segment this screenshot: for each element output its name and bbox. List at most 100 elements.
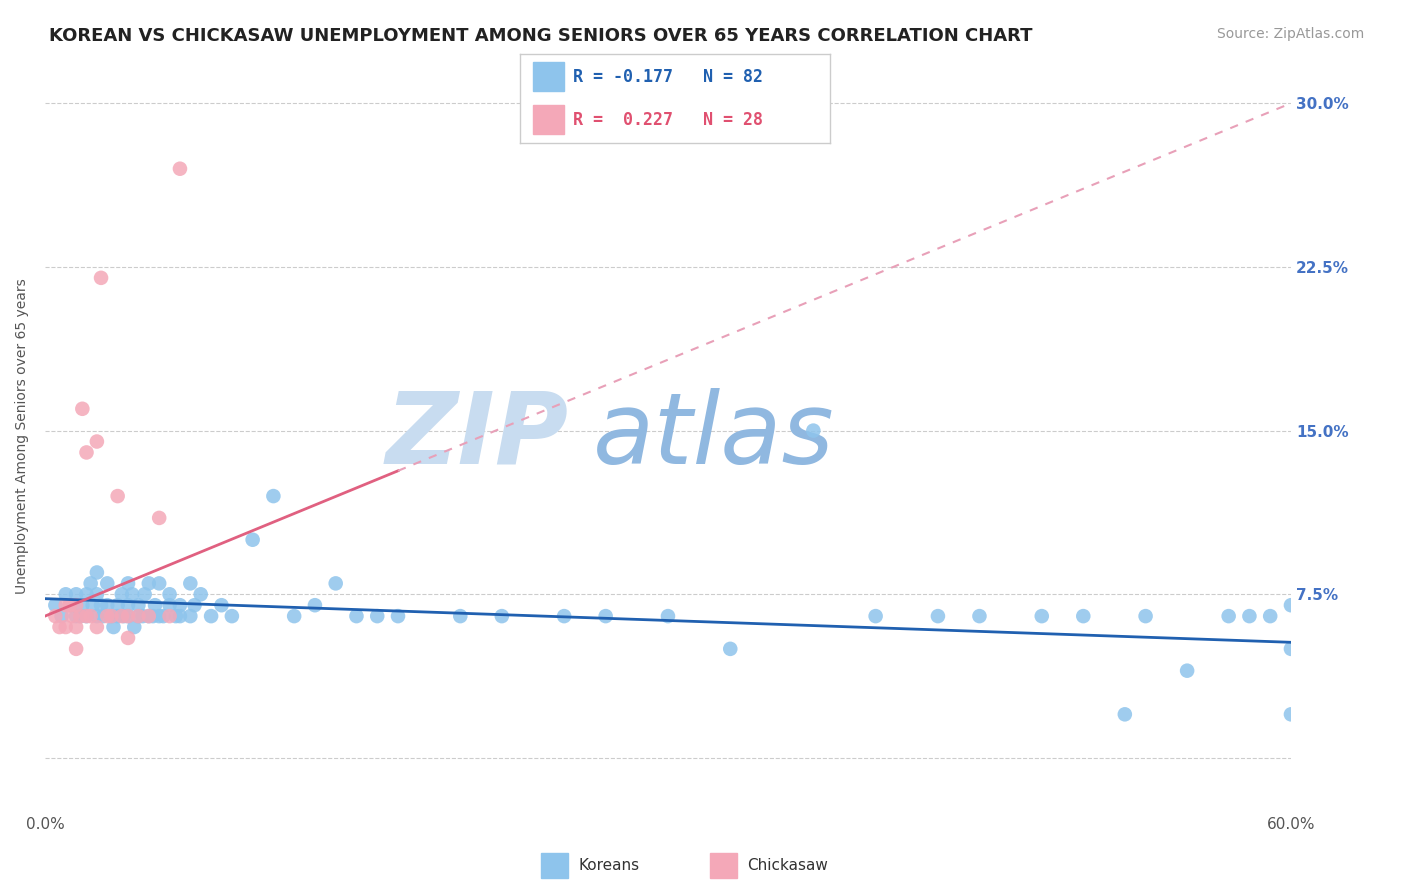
Point	[86, 434, 108, 449]
Point	[107, 489, 129, 503]
Point	[44, 609, 66, 624]
Point	[159, 609, 181, 624]
Point	[148, 609, 170, 624]
Point	[51, 609, 73, 624]
Point	[1071, 609, 1094, 624]
Text: atlas: atlas	[593, 387, 835, 484]
Point	[148, 511, 170, 525]
Point	[1031, 609, 1053, 624]
Point	[76, 587, 98, 601]
Point	[159, 598, 181, 612]
Point	[152, 609, 174, 624]
Point	[91, 609, 114, 624]
Point	[82, 598, 104, 612]
Point	[96, 598, 118, 612]
Point	[169, 161, 191, 176]
Point	[657, 609, 679, 624]
Point	[76, 609, 98, 624]
Point	[117, 598, 139, 612]
Point	[76, 445, 98, 459]
Point	[1279, 598, 1302, 612]
Point	[79, 576, 101, 591]
Point	[200, 609, 222, 624]
Point	[169, 609, 191, 624]
Point	[1175, 664, 1198, 678]
Point	[242, 533, 264, 547]
Point	[107, 598, 129, 612]
Point	[86, 566, 108, 580]
Point	[90, 270, 112, 285]
Point	[44, 598, 66, 612]
Point	[111, 609, 134, 624]
Point	[801, 424, 824, 438]
Point	[76, 609, 98, 624]
Point	[449, 609, 471, 624]
Point	[1258, 609, 1281, 624]
Point	[138, 609, 160, 624]
Point	[325, 576, 347, 591]
Text: Source: ZipAtlas.com: Source: ZipAtlas.com	[1216, 27, 1364, 41]
Bar	[710, 853, 737, 878]
Point	[138, 609, 160, 624]
Point	[366, 609, 388, 624]
Point	[304, 598, 326, 612]
Point	[221, 609, 243, 624]
Point	[165, 609, 187, 624]
Point	[69, 609, 91, 624]
Point	[107, 609, 129, 624]
Point	[718, 641, 741, 656]
Text: ZIP: ZIP	[385, 387, 568, 484]
Point	[69, 609, 91, 624]
Point	[169, 598, 191, 612]
Point	[127, 609, 149, 624]
Point	[117, 609, 139, 624]
Point	[86, 620, 108, 634]
Point	[86, 609, 108, 624]
Point	[55, 598, 77, 612]
Point	[121, 587, 143, 601]
Point	[1135, 609, 1157, 624]
Point	[179, 609, 201, 624]
Point	[283, 609, 305, 624]
Text: Chickasaw: Chickasaw	[747, 858, 828, 872]
Point	[59, 598, 82, 612]
Point	[190, 587, 212, 601]
Point	[1239, 609, 1261, 624]
Point	[117, 631, 139, 645]
Point	[159, 587, 181, 601]
Point	[346, 609, 368, 624]
Text: R =  0.227   N = 28: R = 0.227 N = 28	[572, 111, 763, 128]
Point	[138, 576, 160, 591]
Point	[179, 576, 201, 591]
Y-axis label: Unemployment Among Seniors over 65 years: Unemployment Among Seniors over 65 years	[15, 278, 30, 594]
Point	[117, 609, 139, 624]
Point	[96, 609, 118, 624]
Point	[1279, 707, 1302, 722]
Point	[111, 587, 134, 601]
Point	[927, 609, 949, 624]
Point	[387, 609, 409, 624]
Point	[65, 587, 87, 601]
Point	[183, 598, 205, 612]
Point	[100, 609, 122, 624]
Point	[72, 598, 94, 612]
Bar	[533, 105, 564, 134]
Point	[1279, 641, 1302, 656]
Point	[86, 587, 108, 601]
Point	[55, 620, 77, 634]
Point	[553, 609, 575, 624]
Point	[96, 576, 118, 591]
Bar	[541, 853, 568, 878]
Text: Koreans: Koreans	[578, 858, 640, 872]
Point	[112, 609, 135, 624]
Point	[79, 609, 101, 624]
Point	[142, 609, 165, 624]
Point	[1218, 609, 1240, 624]
Point	[48, 620, 70, 634]
Point	[122, 620, 145, 634]
Point	[211, 598, 233, 612]
Point	[103, 620, 125, 634]
Point	[90, 598, 112, 612]
Point	[65, 598, 87, 612]
Point	[55, 587, 77, 601]
